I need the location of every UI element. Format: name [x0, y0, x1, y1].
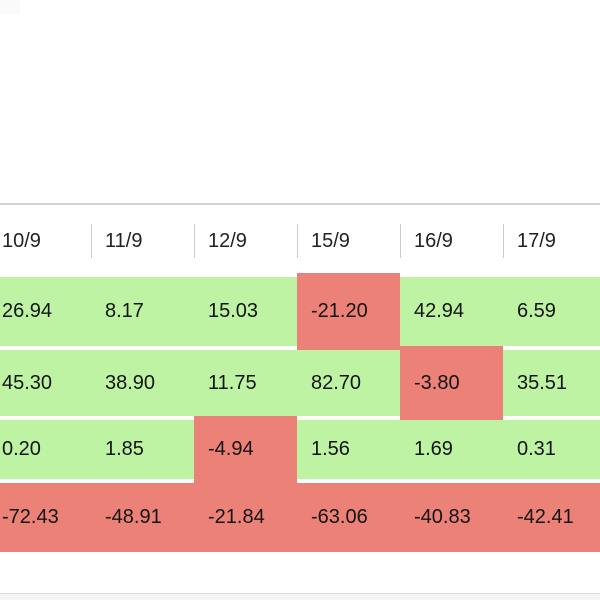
table-body: 26.94 8.17 15.03 -21.20 42.94 6.59 45.30 38.90 1… — [0, 277, 600, 552]
table-cell: -42.41 — [503, 483, 600, 552]
bottom-panel-edge — [0, 593, 600, 600]
table-cell: 82.70 — [297, 350, 400, 416]
column-header: 17/9 — [503, 205, 600, 277]
table-cell: 1.56 — [297, 420, 400, 479]
table-cell: 1.69 — [400, 420, 503, 479]
table-cell: 0.20 — [0, 420, 91, 479]
table-cell: -4.94 — [194, 420, 297, 479]
table-cell: 6.59 — [503, 277, 600, 346]
table-cell: -72.43 — [0, 483, 91, 552]
column-header: 16/9 — [400, 205, 503, 277]
data-table: 10/9 11/9 12/9 15/9 16/9 17/9 26.94 8.17 15.03-… — [0, 203, 600, 552]
table-row: 0.20 1.85 -4.94 1.56 1.69 0.31 — [0, 420, 600, 479]
table-cell: -21.20 — [297, 277, 400, 346]
table-cell: 0.31 — [503, 420, 600, 479]
table-cell: 1.85 — [91, 420, 194, 479]
column-header: 15/9 — [297, 205, 400, 277]
column-header: 10/9 — [2, 229, 41, 252]
table-cell: -63.06 — [297, 483, 400, 552]
table-cell: -3.80 — [400, 350, 503, 416]
corner-artifact — [0, 0, 20, 14]
table-cell: 8.17 — [91, 277, 194, 346]
table-row: 26.94 8.17 15.03 -21.20 42.94 6.59 — [0, 277, 600, 346]
table-row: -72.43 -48.91 -21.84 -63.06 -40.83 -42.41 — [0, 483, 600, 552]
table-cell: 26.94 — [0, 277, 91, 346]
column-header: 12/9 — [194, 205, 297, 277]
table-cell: -21.84 — [194, 483, 297, 552]
column-header: 11/9 — [91, 205, 194, 277]
table-header-row: 10/9 11/9 12/9 15/9 16/9 17/9 — [0, 205, 600, 277]
table-cell: -48.91 — [91, 483, 194, 552]
table-cell: 11.75 — [194, 350, 297, 416]
table-cell: 15.03 — [194, 277, 297, 346]
table-cell: 38.90 — [91, 350, 194, 416]
table-cell: 45.30 — [0, 350, 91, 416]
table-row: 45.30 38.90 11.75 82.70 -3.80 35.51 — [0, 350, 600, 416]
table-cell: 35.51 — [503, 350, 600, 416]
table-cell: -40.83 — [400, 483, 503, 552]
table-cell: 42.94 — [400, 277, 503, 346]
